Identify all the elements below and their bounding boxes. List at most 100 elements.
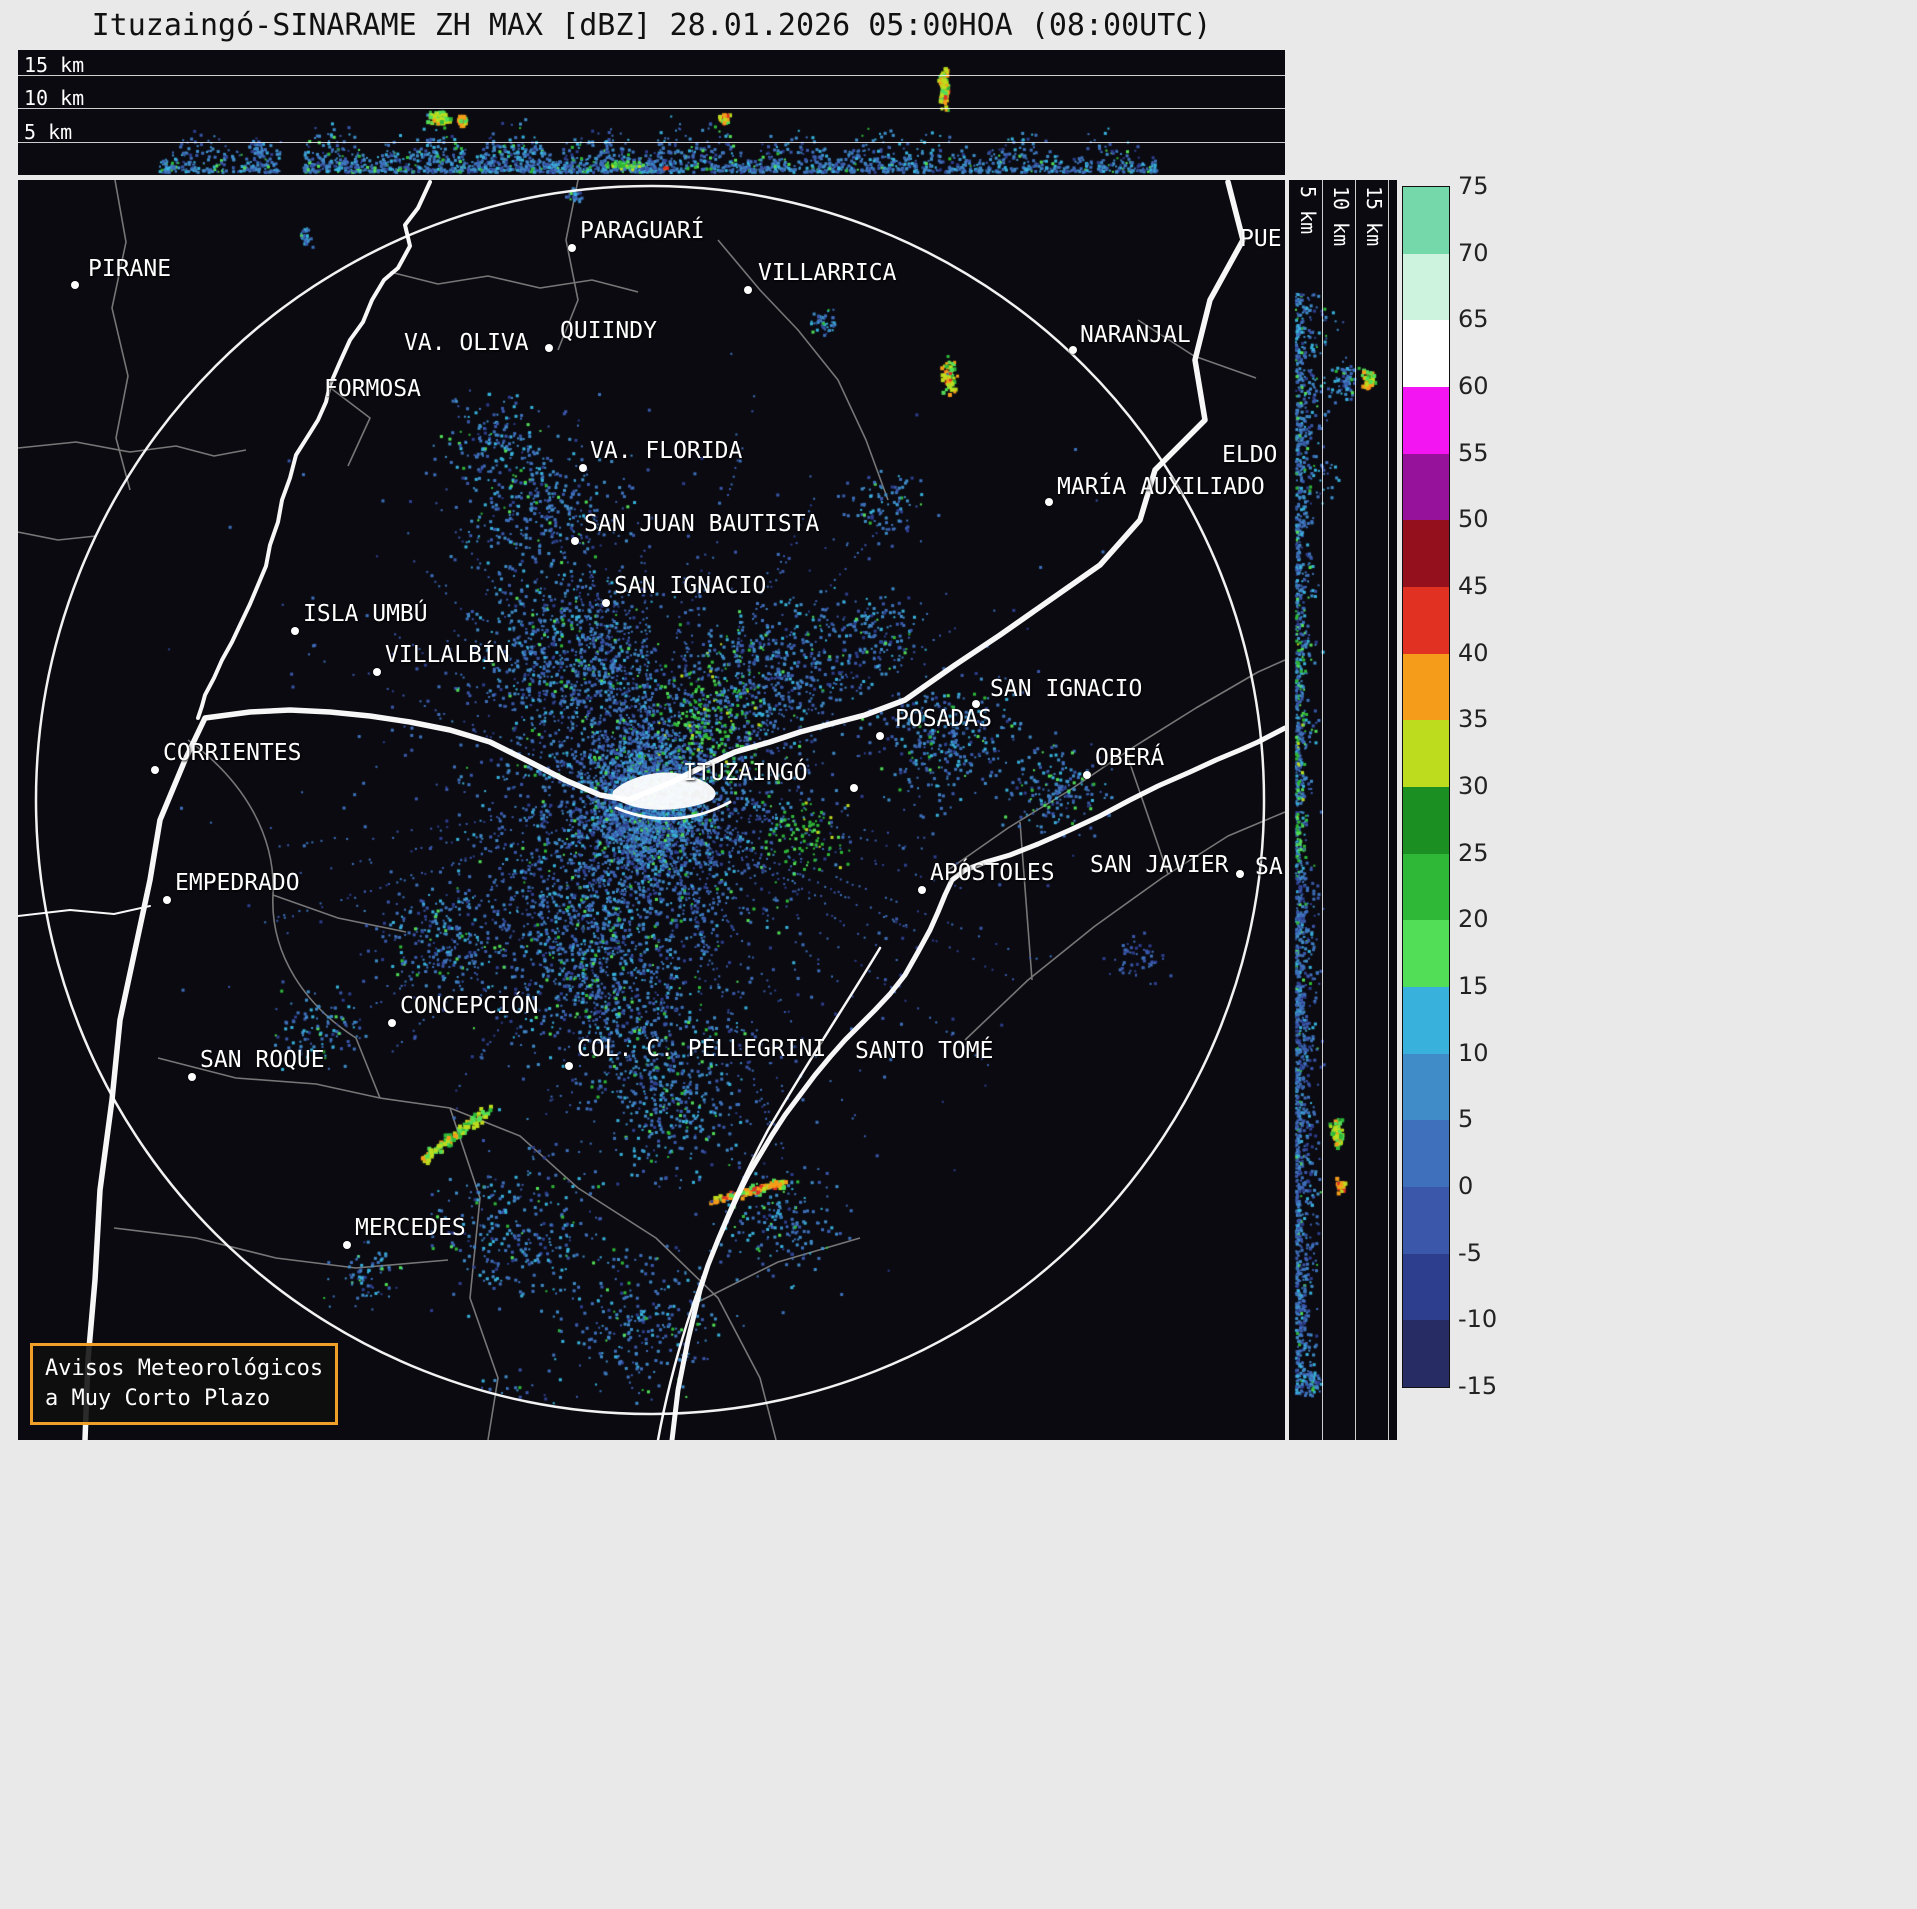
colorbar-tick: 5	[1458, 1105, 1474, 1134]
city-label: OBERÁ	[1095, 745, 1165, 771]
height-gridline	[18, 75, 1285, 76]
city-dot	[876, 732, 884, 740]
colorbar-segment	[1403, 1120, 1449, 1188]
colorbar-tick: -15	[1458, 1372, 1498, 1400]
colorbar-segment	[1403, 1187, 1449, 1254]
aguapey-river	[656, 946, 882, 1440]
city-dot	[291, 627, 299, 635]
city-dot	[373, 668, 381, 676]
colorbar-segment	[1403, 987, 1449, 1054]
city-label: PARAGUARÍ	[580, 218, 705, 244]
city-dot	[1236, 870, 1244, 878]
height-gridline-label: 10 km	[1329, 186, 1353, 247]
colorbar-segment	[1403, 920, 1449, 988]
height-gridline-label: 5 km	[24, 120, 73, 144]
colorbar-tick: 70	[1458, 238, 1489, 267]
city-label: POSADAS	[895, 706, 992, 732]
height-gridline-label: 10 km	[24, 86, 85, 110]
range-ring	[34, 184, 1266, 1416]
top-profile-echoes-canvas	[18, 50, 1285, 175]
height-gridline-label: 15 km	[1362, 186, 1386, 247]
colorbar-tick: 25	[1458, 838, 1489, 867]
city-dot	[151, 766, 159, 774]
colorbar-tick: 35	[1458, 705, 1489, 734]
city-label: SAN IGNACIO	[990, 676, 1143, 702]
city-label: VILLALBÍN	[385, 642, 510, 668]
city-dot	[71, 281, 79, 289]
city-label: ITUZAINGÓ	[683, 760, 808, 786]
avisos-overlay-box: Avisos Meteorológicos a Muy Corto Plazo	[30, 1343, 339, 1425]
city-dot	[163, 896, 171, 904]
height-gridline-label: 15 km	[24, 53, 85, 77]
city-label: SAN ROQUE	[200, 1047, 325, 1073]
city-dot	[850, 784, 858, 792]
city-dot	[1069, 346, 1077, 354]
colorbar-segment	[1403, 387, 1449, 454]
colorbar-segment	[1403, 787, 1449, 854]
colorbar-tick: 55	[1458, 438, 1489, 467]
top-profile-panel: 15 km 10 km 5 km	[18, 50, 1285, 175]
height-gridline	[18, 142, 1285, 143]
radar-echoes-canvas	[18, 180, 1285, 1440]
right-profile-panel: 5 km 10 km 15 km	[1289, 180, 1397, 1440]
colorbar-segment	[1403, 453, 1449, 521]
colorbar-segment	[1403, 587, 1449, 654]
colorbar-segment	[1403, 1253, 1449, 1321]
city-dot	[565, 1062, 573, 1070]
city-label: VA. FLORIDA	[590, 438, 743, 464]
footer-logos: Servicio Meteorológico Nacional Argentin…	[0, 1448, 1917, 1628]
city-dot	[571, 537, 579, 545]
city-label: QUIINDY	[560, 318, 657, 344]
right-profile-echoes-canvas	[1289, 180, 1397, 1440]
city-label: COL. C. PELLEGRINI	[577, 1036, 827, 1062]
colorbar-tick: 60	[1458, 372, 1489, 400]
main-map-panel: PIRANE PARAGUARÍ VILLARRICA QUIINDY VA. OLIV…	[18, 180, 1285, 1440]
colorbar-segment	[1403, 1053, 1449, 1121]
city-label: SAN IGNACIO	[614, 573, 767, 599]
height-gridline	[1355, 180, 1356, 1440]
height-gridline	[18, 108, 1285, 109]
city-label: VILLARRICA	[758, 260, 897, 286]
page-title: Ituzaingó-SINARAME ZH MAX [dBZ] 28.01.20…	[91, 8, 1212, 43]
city-dot	[188, 1073, 196, 1081]
colorbar-segment	[1403, 1320, 1449, 1388]
parana-river	[82, 180, 1246, 1440]
city-label: CONCEPCIÓN	[400, 993, 539, 1019]
colorbar-tick: 45	[1458, 572, 1489, 600]
colorbar-tick: -10	[1458, 1305, 1498, 1334]
colorbar-segment	[1403, 653, 1449, 721]
colorbar-tick: 20	[1458, 905, 1489, 934]
city-dot	[579, 464, 587, 472]
colorbar-tick: 65	[1458, 305, 1489, 334]
river-channel	[614, 800, 732, 821]
city-label: ISLA UMBÚ	[303, 601, 428, 627]
city-dot	[343, 1241, 351, 1249]
city-label: ELDO	[1222, 442, 1278, 468]
city-dot	[1045, 498, 1053, 506]
colorbar-tick: 40	[1458, 638, 1489, 667]
city-label: FORMOSA	[324, 376, 421, 402]
colorbar-segment	[1403, 187, 1449, 254]
avisos-line1: Avisos Meteorológicos	[45, 1356, 324, 1381]
city-label: SAN JAVIER	[1090, 852, 1229, 878]
avisos-line2: a Muy Corto Plazo	[45, 1386, 271, 1411]
city-label: APÓSTOLES	[930, 860, 1055, 886]
city-label: EMPEDRADO	[175, 870, 300, 896]
colorbar-segment	[1403, 520, 1449, 588]
city-label: SANTO TOMÉ	[855, 1038, 994, 1064]
paraguay-river	[196, 180, 432, 720]
dbz-colorbar	[1402, 186, 1450, 1388]
colorbar-tick: 75	[1458, 172, 1489, 200]
height-gridline-label: 5 km	[1296, 186, 1320, 235]
colorbar-tick: 0	[1458, 1172, 1474, 1200]
city-label: MERCEDES	[355, 1215, 466, 1241]
colorbar-segment	[1403, 320, 1449, 388]
city-dot	[602, 599, 610, 607]
colorbar-tick: -5	[1458, 1238, 1482, 1267]
dbz-colorbar-ticks: 75 70 65 60 55 50 45 40 35 30 25 20 15 10 5 0 -5 -10 -15	[1458, 172, 1538, 1400]
city-dot	[545, 344, 553, 352]
colorbar-tick: 50	[1458, 505, 1489, 534]
colorbar-tick: 30	[1458, 772, 1489, 800]
city-label: CORRIENTES	[163, 740, 302, 766]
